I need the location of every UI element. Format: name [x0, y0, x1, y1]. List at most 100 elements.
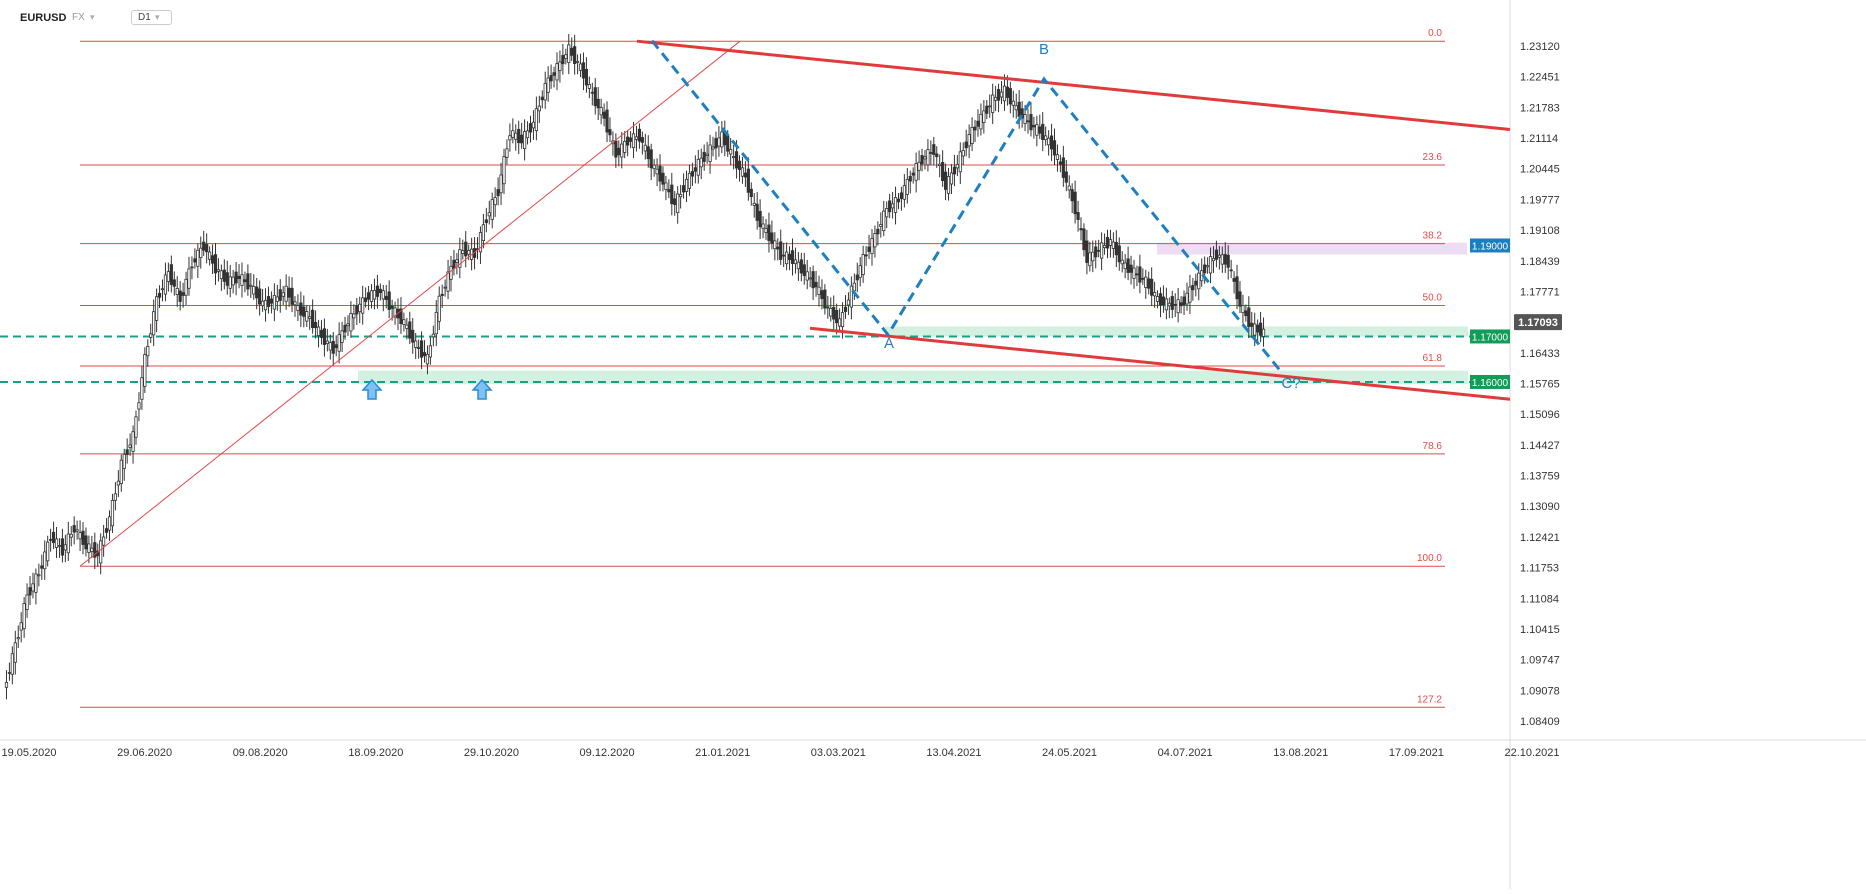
- candle-body: [578, 63, 583, 71]
- candle-body: [128, 444, 132, 448]
- candle-body: [1035, 124, 1039, 136]
- candle-body: [885, 208, 889, 218]
- y-tick-label: 1.20445: [1520, 164, 1560, 176]
- candle-body: [119, 459, 123, 485]
- candle-body: [160, 288, 165, 291]
- candle-body: [331, 340, 335, 354]
- candle-body: [1041, 123, 1045, 140]
- candle-body: [1150, 278, 1154, 296]
- candle-body: [193, 258, 197, 263]
- candle-body: [743, 172, 747, 178]
- candle-body: [631, 133, 636, 149]
- x-tick-label: 29.06.2020: [117, 747, 172, 759]
- y-tick-label: 1.16433: [1520, 348, 1560, 360]
- candle-body: [670, 184, 674, 205]
- current-price-badge: 1.17093: [1514, 314, 1562, 331]
- candle-body: [1205, 265, 1210, 268]
- uptrend-line: [79, 40, 741, 567]
- candle-body: [237, 275, 241, 280]
- candle-body: [1229, 269, 1233, 272]
- candle-body: [1217, 254, 1221, 258]
- candle-body: [190, 266, 194, 269]
- candle-body: [787, 253, 792, 260]
- candle-body: [125, 449, 129, 455]
- candle-body: [1102, 245, 1107, 249]
- candle-body: [1011, 100, 1015, 106]
- candle-body: [384, 295, 388, 301]
- candle-body: [690, 171, 695, 177]
- candle-body: [811, 271, 815, 289]
- y-tick-label: 1.19777: [1520, 194, 1560, 206]
- candle-body: [593, 87, 597, 107]
- candle-body: [7, 672, 12, 674]
- candle-body: [567, 44, 571, 63]
- y-tick-label: 1.09747: [1520, 655, 1560, 667]
- candle-body: [508, 135, 512, 141]
- candle-body: [861, 254, 865, 275]
- candle-body: [982, 110, 986, 123]
- candle-body: [1226, 254, 1230, 268]
- candle-body: [1250, 322, 1254, 327]
- candle-body: [169, 264, 173, 285]
- candle-body: [1235, 276, 1239, 300]
- price-badge: 1.19000: [1470, 238, 1510, 253]
- fib-level-label: 38.2: [1423, 231, 1443, 242]
- candle-body: [805, 271, 809, 281]
- abc-wave-line: [650, 39, 1284, 374]
- candle-body: [817, 286, 821, 295]
- candle-body: [372, 290, 377, 300]
- candle-body: [1120, 259, 1124, 265]
- candle-body: [790, 250, 795, 264]
- candle-body: [867, 246, 871, 252]
- candle-body: [72, 525, 76, 533]
- candle-body: [1017, 101, 1021, 117]
- candle-body: [714, 138, 718, 149]
- candle-body: [876, 228, 880, 235]
- candle-body: [178, 290, 182, 302]
- candle-body: [293, 301, 297, 306]
- candle-body: [78, 532, 82, 540]
- candle-body: [558, 61, 562, 72]
- candle-body: [60, 538, 65, 556]
- y-tick-label: 1.17771: [1520, 286, 1560, 298]
- candle-body: [752, 202, 756, 206]
- candle-body: [637, 128, 642, 142]
- candle-body: [711, 146, 715, 150]
- candle-body: [1005, 86, 1010, 98]
- timeframe-selector[interactable]: D1: [131, 10, 172, 25]
- candle-body: [746, 168, 750, 193]
- candle-body: [166, 271, 170, 282]
- candle-body: [732, 156, 736, 159]
- candle-body: [196, 249, 200, 267]
- chevron-down-icon[interactable]: ▾: [155, 12, 160, 22]
- candle-body: [961, 150, 965, 157]
- candle-body: [22, 603, 26, 630]
- candle-body: [929, 152, 933, 154]
- candle-body: [334, 344, 338, 349]
- candle-body: [779, 241, 783, 260]
- candle-body: [729, 149, 733, 155]
- candle-body: [446, 271, 450, 292]
- candle-body: [1117, 245, 1121, 263]
- candle-body: [319, 329, 324, 338]
- candle-body: [926, 149, 930, 166]
- candle-body: [107, 516, 112, 531]
- candle-body: [1170, 296, 1174, 310]
- fib-level-label: 0.0: [1428, 28, 1442, 39]
- candle-body: [222, 269, 226, 282]
- candle-body: [681, 185, 686, 193]
- candle-body: [305, 311, 309, 322]
- candle-body: [1008, 88, 1012, 105]
- candle-body: [414, 340, 418, 348]
- candle-body: [352, 313, 356, 319]
- candle-body: [175, 287, 179, 295]
- exchange-dropdown-icon[interactable]: ▾: [90, 12, 95, 22]
- candle-body: [75, 529, 79, 532]
- candle-body: [561, 55, 565, 65]
- candle-body: [667, 189, 671, 193]
- price-badge: 1.17000: [1470, 329, 1510, 344]
- candle-body: [66, 533, 70, 554]
- y-tick-label: 1.15096: [1520, 409, 1560, 421]
- up-arrow-shape: [361, 378, 383, 400]
